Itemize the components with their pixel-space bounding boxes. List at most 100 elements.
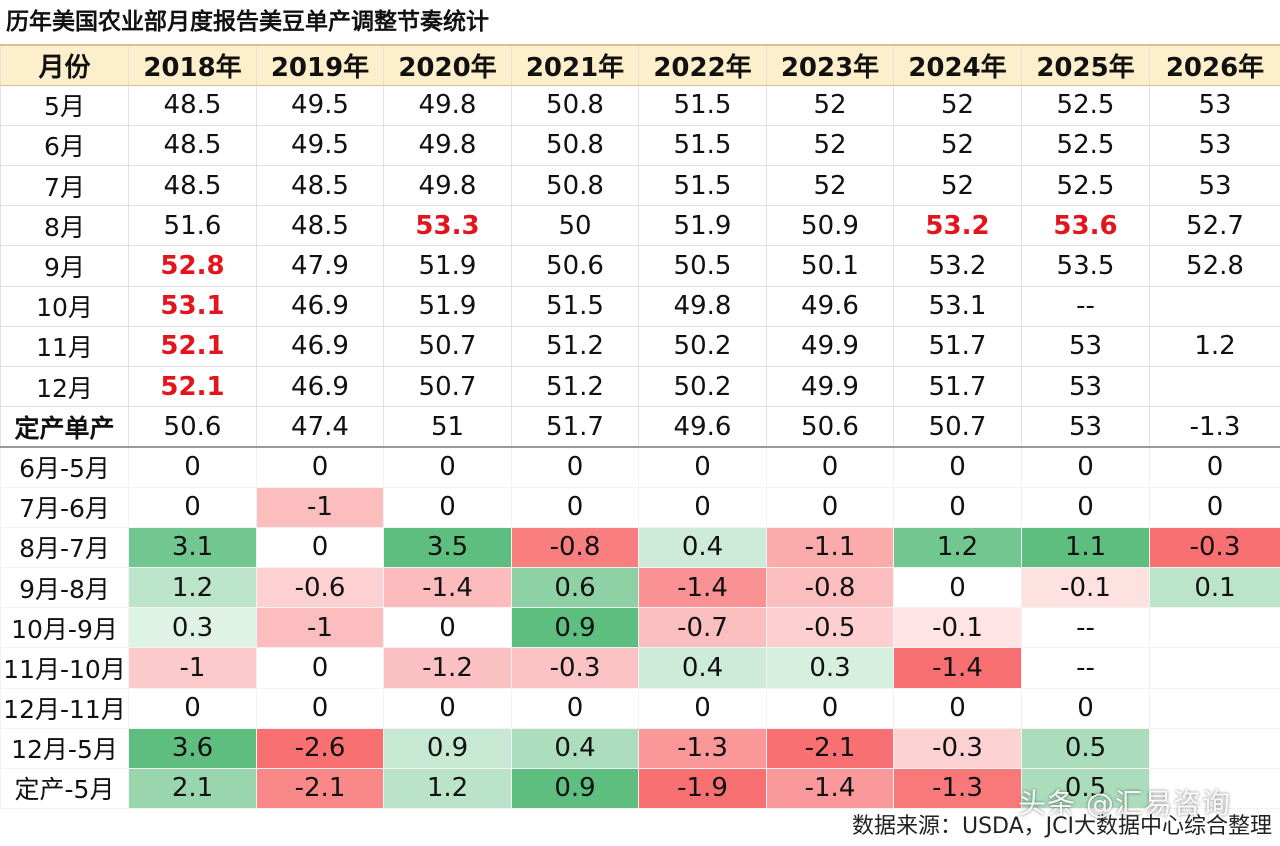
table-cell: 48.5 (256, 205, 384, 247)
table-cell (1149, 285, 1280, 327)
table-cell (1149, 727, 1280, 769)
table-cell: 2.1 (128, 767, 257, 810)
table-cell: 50.8 (511, 165, 639, 207)
table-cell: -0.8 (511, 526, 639, 568)
table-cell: 49.9 (766, 365, 894, 408)
table-cell: 52.5 (1021, 124, 1150, 167)
header-year: 2020年 (383, 43, 512, 86)
row-label: 定产-5月 (0, 767, 129, 810)
table-cell: 48.5 (128, 84, 257, 126)
table-cell: -0.6 (256, 566, 384, 609)
table-cell: 0 (638, 687, 767, 729)
table-cell: 46.9 (256, 365, 384, 408)
table-cell: 1.2 (383, 767, 512, 810)
table-cell: 51.7 (511, 406, 639, 448)
table-cell: 49.6 (766, 285, 894, 327)
table-cell: 0.3 (766, 647, 894, 689)
table-cell: 50.8 (511, 84, 639, 126)
table-cell: 0 (638, 486, 767, 528)
table-cell: -0.8 (766, 566, 894, 609)
table-row: 7月 48.5 48.5 49.8 50.8 51.5 52 52 52.5 53 (0, 165, 1280, 207)
row-label: 10月-9月 (0, 607, 129, 649)
table-cell: 0 (1149, 446, 1280, 488)
table-cell: 0 (256, 687, 384, 729)
table-cell: 51.9 (383, 285, 512, 327)
table-cell: 52.1 (128, 325, 257, 368)
table-cell: 53 (1021, 365, 1150, 408)
table-cell: 52 (766, 165, 894, 207)
table-cell: 0 (893, 566, 1022, 609)
table-cell: 51.2 (511, 325, 639, 368)
table-cell: 0.9 (383, 727, 512, 769)
table-cell: 52.1 (128, 365, 257, 408)
table-cell: 51.5 (638, 84, 767, 126)
table-cell: 53 (1021, 406, 1150, 448)
table-cell: 49.8 (638, 285, 767, 327)
table-row: 10月 53.1 46.9 51.9 51.5 49.8 49.6 53.1 -- (0, 285, 1280, 327)
table-cell: 0 (511, 687, 639, 729)
table-cell: 0 (383, 446, 512, 488)
table-cell: -0.1 (1021, 566, 1150, 609)
row-label: 7月-6月 (0, 486, 129, 528)
table-cell: 48.5 (128, 165, 257, 207)
table-cell: 53.2 (893, 245, 1022, 287)
table-cell: -0.1 (893, 607, 1022, 649)
row-label: 6月 (0, 124, 129, 167)
header-year: 2026年 (1149, 43, 1280, 86)
header-year: 2022年 (638, 43, 767, 86)
table-cell: 3.5 (383, 526, 512, 568)
table-cell: -1.4 (383, 566, 512, 609)
table-cell: -0.7 (638, 607, 767, 649)
table-cell: 0 (383, 687, 512, 729)
table-cell: 50.2 (638, 365, 767, 408)
table-cell: -1.3 (1149, 406, 1280, 448)
row-label: 10月 (0, 285, 129, 327)
table-cell: 0.5 (1021, 727, 1150, 769)
table-cell: -0.3 (511, 647, 639, 689)
table-body: 5月 48.5 49.5 49.8 50.8 51.5 52 52 52.5 53 6月 48.5 49… (0, 84, 1280, 810)
table-cell (1149, 365, 1280, 408)
table-cell: 0 (256, 647, 384, 689)
header-year: 2025年 (1021, 43, 1150, 86)
table-cell: 0 (766, 446, 894, 488)
table-cell: 51.6 (128, 205, 257, 247)
table-cell: -1.1 (766, 526, 894, 568)
table-cell: 0 (511, 486, 639, 528)
table-row: 10月-9月 0.3 -1 0 0.9 -0.7 -0.5 -0.1 -- (0, 607, 1280, 649)
table-cell: 47.4 (256, 406, 384, 448)
table-cell: 0 (1149, 486, 1280, 528)
header-year: 2019年 (256, 43, 384, 86)
table-cell: 49.5 (256, 124, 384, 167)
table-cell: 0 (766, 687, 894, 729)
table-cell: -1 (256, 607, 384, 649)
table-cell: 52.8 (128, 245, 257, 287)
yield-table: 月份 2018年 2019年 2020年 2021年 2022年 2023年 2024年 202… (0, 43, 1280, 810)
row-label: 7月 (0, 165, 129, 207)
table-cell: 53 (1021, 325, 1150, 368)
table-row: 11月-10月 -1 0 -1.2 -0.3 0.4 0.3 -1.4 -- (0, 647, 1280, 689)
table-cell: 0 (1021, 687, 1150, 729)
table-row: 9月-8月 1.2 -0.6 -1.4 0.6 -1.4 -0.8 0 -0.1 0.1 (0, 566, 1280, 609)
table-cell: 3.1 (128, 526, 257, 568)
table-cell: 51 (383, 406, 512, 448)
table-cell: -1 (128, 647, 257, 689)
table-cell: 0.4 (511, 727, 639, 769)
table-cell: 53.6 (1021, 205, 1150, 247)
table-cell: 51.7 (893, 365, 1022, 408)
table-cell: 51.9 (383, 245, 512, 287)
row-label: 定产单产 (0, 406, 129, 448)
table-row: 12月 52.1 46.9 50.7 51.2 50.2 49.9 51.7 53 (0, 365, 1280, 408)
table-cell: 53.2 (893, 205, 1022, 247)
table-cell (1149, 687, 1280, 729)
table-row: 8月-7月 3.1 0 3.5 -0.8 0.4 -1.1 1.2 1.1 -0.3 (0, 526, 1280, 568)
table-cell: 0 (893, 446, 1022, 488)
row-label: 6月-5月 (0, 446, 129, 488)
table-row: 12月-11月 0 0 0 0 0 0 0 0 (0, 687, 1280, 729)
row-label: 8月-7月 (0, 526, 129, 568)
table-cell: -1.4 (766, 767, 894, 810)
table-cell: 49.5 (256, 84, 384, 126)
table-row: 8月 51.6 48.5 53.3 50 51.9 50.9 53.2 53.6 52.7 (0, 205, 1280, 247)
table-cell: 0.4 (638, 647, 767, 689)
table-cell: -2.1 (256, 767, 384, 810)
table-cell: 0.3 (128, 607, 257, 649)
